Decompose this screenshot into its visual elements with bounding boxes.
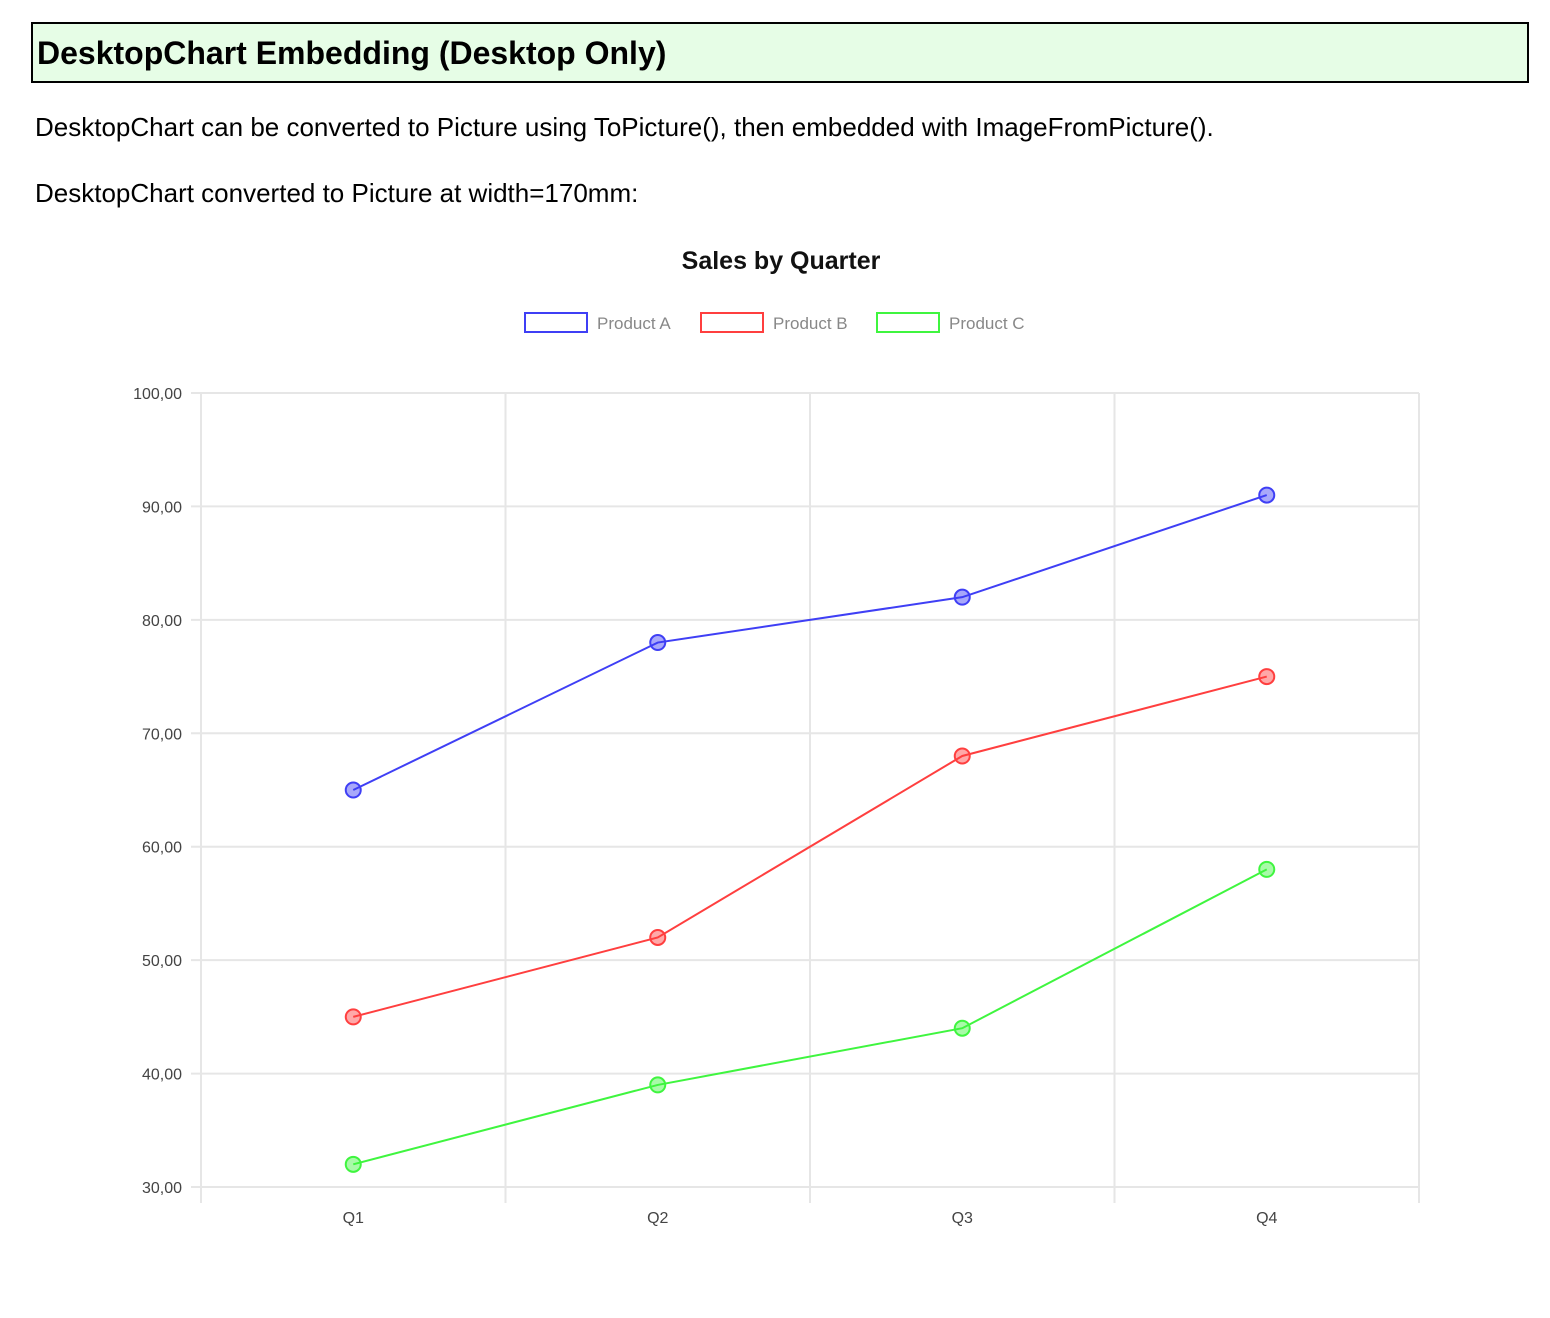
x-tick-label: Q1 — [343, 1210, 364, 1227]
y-tick-label: 50,00 — [142, 953, 182, 970]
data-point — [953, 747, 971, 765]
legend-swatch — [876, 312, 940, 333]
legend-label: Product C — [949, 314, 1025, 333]
series-lines — [352, 494, 1268, 1166]
y-tick-label: 30,00 — [142, 1180, 182, 1197]
data-point — [344, 1155, 362, 1173]
legend-label: Product B — [773, 314, 848, 333]
data-point — [953, 588, 971, 606]
data-point — [1258, 486, 1276, 504]
x-axis: Q1 Q2 Q3 Q4 — [343, 1210, 1278, 1227]
y-tick-label: 90,00 — [142, 499, 182, 516]
y-tick-label: 40,00 — [142, 1067, 182, 1084]
data-point — [953, 1019, 971, 1037]
series-line — [352, 868, 1268, 1166]
legend-swatch — [524, 312, 588, 333]
chart-caption: DesktopChart converted to Picture at wid… — [35, 178, 639, 208]
x-tick-label: Q3 — [952, 1210, 973, 1227]
page-heading: DesktopChart Embedding (Desktop Only) — [37, 35, 667, 71]
data-point — [1258, 860, 1276, 878]
series-line — [352, 494, 1268, 791]
heading-box: DesktopChart Embedding (Desktop Only) — [31, 22, 1529, 83]
legend: Product A Product B Product C — [524, 312, 1025, 333]
data-point — [1258, 668, 1276, 686]
y-tick-label: 70,00 — [142, 726, 182, 743]
grid-lines — [191, 392, 1420, 1203]
data-point — [649, 634, 667, 652]
description-paragraph: DesktopChart can be converted to Picture… — [35, 112, 1214, 142]
legend-swatch — [700, 312, 764, 333]
chart-title: Sales by Quarter — [682, 247, 881, 275]
x-tick-label: Q4 — [1256, 1210, 1277, 1227]
data-point — [649, 928, 667, 946]
x-tick-label: Q2 — [647, 1210, 668, 1227]
data-point — [344, 1008, 362, 1026]
y-tick-label: 80,00 — [142, 613, 182, 630]
y-axis: 30,00 40,00 50,00 60,00 70,00 80,00 90,00 100,0… — [133, 386, 182, 1197]
series-line — [352, 675, 1268, 1018]
series-points — [344, 486, 1276, 1173]
y-tick-label: 100,00 — [133, 386, 182, 403]
data-point — [344, 781, 362, 799]
data-point — [649, 1076, 667, 1094]
y-tick-label: 60,00 — [142, 840, 182, 857]
legend-label: Product A — [597, 314, 671, 333]
